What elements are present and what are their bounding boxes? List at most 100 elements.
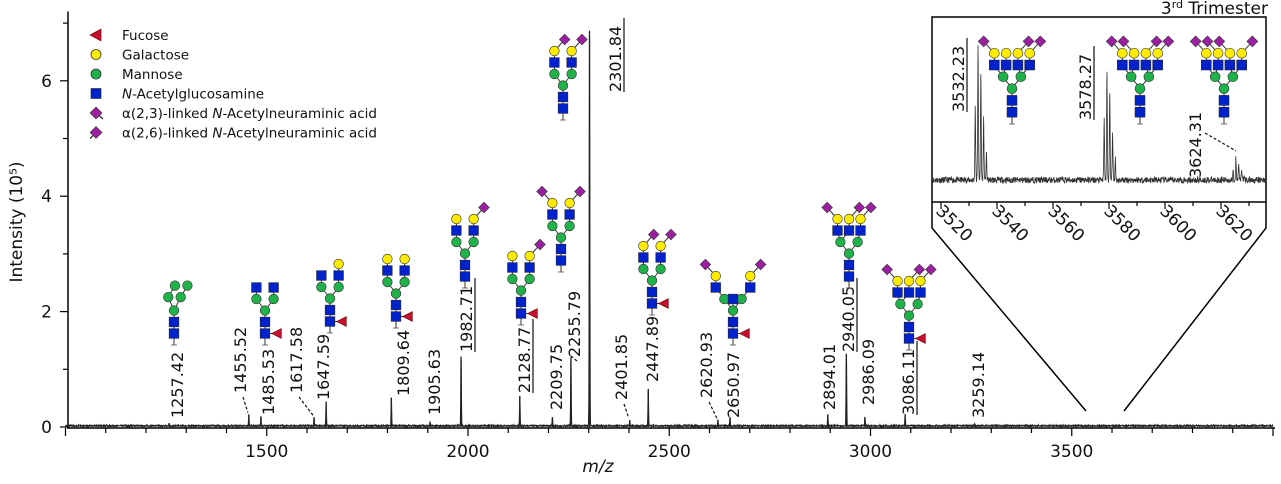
galactose-icon xyxy=(638,240,649,252)
legend-text: Mannose xyxy=(122,67,183,83)
galactose-icon xyxy=(547,197,558,209)
mannose-icon xyxy=(468,236,479,248)
glycan-2301.84 xyxy=(549,33,588,121)
peak-label-2209.75: 2209.75 xyxy=(547,344,566,410)
peak-label-1485.53: 1485.53 xyxy=(259,349,278,415)
mannose-icon xyxy=(259,305,271,316)
glcnac-icon xyxy=(324,316,336,327)
galactose-icon xyxy=(566,45,577,57)
neuac-icon xyxy=(1034,35,1047,48)
inset-x-tick-label: 3520 xyxy=(931,201,976,246)
glcnac-icon xyxy=(1134,106,1146,118)
mannose-icon xyxy=(638,263,649,275)
galactose-icon xyxy=(382,253,393,265)
mannose-icon xyxy=(390,288,402,299)
galactose-icon xyxy=(1012,47,1024,59)
galactose-icon xyxy=(1140,47,1152,59)
galactose-icon xyxy=(1201,47,1212,59)
galactose-icon xyxy=(655,240,666,252)
glcnac-icon xyxy=(915,287,926,298)
galactose-icon xyxy=(892,275,903,287)
mannose-icon xyxy=(524,273,535,285)
neuac-icon xyxy=(1246,35,1259,48)
galactose-icon xyxy=(855,213,866,225)
glcnac-icon xyxy=(557,103,569,114)
glcnac-icon xyxy=(399,265,410,276)
mannose-icon xyxy=(1209,71,1221,83)
glcnac-icon xyxy=(989,59,1000,71)
glycan-1982.71 xyxy=(451,201,490,289)
inset-x-tick-label: 3540 xyxy=(987,201,1032,246)
glcnac-icon xyxy=(892,287,903,298)
glcnac-icon xyxy=(1117,59,1128,71)
mannose-icon xyxy=(1227,71,1239,83)
mannose-icon xyxy=(399,276,410,288)
peak-label-2650.97: 2650.97 xyxy=(724,352,743,418)
galactose-icon xyxy=(1024,47,1035,59)
x-axis-label: m/z xyxy=(582,457,614,477)
glcnac-icon xyxy=(745,282,756,293)
peak-label-2986.09: 2986.09 xyxy=(859,339,878,405)
mannose-icon xyxy=(316,281,327,293)
inset-title-part: rd xyxy=(1172,0,1183,11)
glcnac-icon xyxy=(843,271,855,282)
mannose-icon xyxy=(852,236,863,248)
glcnac-icon xyxy=(547,209,558,220)
neuac-icon xyxy=(699,258,712,271)
legend: FucoseGalactoseMannoseN-Acetylglucosamin… xyxy=(89,28,377,142)
glycan-2128.77 xyxy=(507,238,546,326)
mannose-icon xyxy=(268,293,279,305)
legend-text: α(2,6)-linked xyxy=(122,126,212,142)
neuac-icon xyxy=(821,201,833,214)
legend-text: N xyxy=(212,106,222,122)
peak-label-2128.77: 2128.77 xyxy=(515,327,534,393)
glycan-1485.53 xyxy=(251,282,282,346)
neuac-icon xyxy=(478,201,490,214)
fucose-icon xyxy=(657,298,669,309)
inset-x-tick-label: 3600 xyxy=(1155,201,1200,246)
legend-label-1: Galactose xyxy=(122,48,189,64)
x-tick-label: 3000 xyxy=(849,442,892,462)
mannose-icon xyxy=(251,293,262,305)
legend-label-0: Fucose xyxy=(122,28,169,44)
mannose-icon xyxy=(459,248,471,259)
galactose-icon xyxy=(989,47,1000,59)
glycan-structures xyxy=(163,33,937,351)
neuac-icon xyxy=(865,201,877,214)
inset-spectrum-line xyxy=(932,45,1267,185)
glcnac-icon xyxy=(168,328,180,339)
glycan-3532.23 xyxy=(977,35,1047,125)
mannose-icon xyxy=(843,248,855,259)
glcnac-icon xyxy=(843,225,855,236)
glcnac-icon xyxy=(646,286,658,298)
neuac-icon xyxy=(665,228,677,241)
glcnac-icon xyxy=(832,225,843,236)
peak-label-2940.05: 2940.05 xyxy=(839,286,858,352)
glcnac-icon xyxy=(903,333,915,344)
glcnac-icon xyxy=(727,316,739,328)
fucose-icon xyxy=(738,328,750,339)
galactose-icon xyxy=(549,45,560,57)
mannose-icon xyxy=(175,291,186,303)
glcnac-icon xyxy=(259,328,271,339)
galactose-icon xyxy=(468,213,479,225)
mannose-icon xyxy=(324,293,336,304)
peak-label-1905.63: 1905.63 xyxy=(425,349,444,415)
neuac-icon xyxy=(925,263,937,276)
mannose-icon xyxy=(182,280,193,291)
neuac-icon xyxy=(534,238,546,251)
y-tick-label: 2 xyxy=(41,303,52,323)
peak-label-3578.27: 3578.27 xyxy=(1076,54,1095,120)
glcnac-icon xyxy=(324,304,336,316)
glcnac-icon xyxy=(557,91,569,103)
peak-label-3624.31: 3624.31 xyxy=(1186,112,1205,178)
mannose-icon xyxy=(835,236,846,248)
y-tick-label: 0 xyxy=(41,418,52,438)
glcnac-icon xyxy=(549,57,560,68)
x-tick-label: 1500 xyxy=(245,442,288,462)
legend-label-4: α(2,3)-linked N-Acetylneuraminic acid xyxy=(122,106,377,122)
legend-text: N xyxy=(212,126,222,142)
spectrum-line xyxy=(65,38,1274,429)
spectrum-trace xyxy=(65,30,1274,429)
